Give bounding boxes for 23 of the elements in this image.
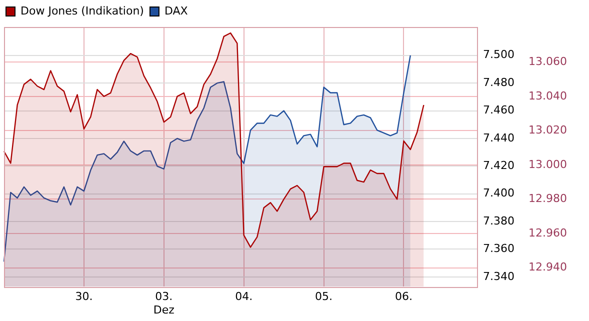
y-tick-label: 7.500	[483, 48, 515, 62]
y2-tick-label: 12.980	[528, 192, 568, 206]
y-tick-label: 7.400	[483, 186, 515, 200]
x-tick-label: 03. Dez	[153, 290, 175, 316]
x-tick-label: 06.	[394, 290, 412, 304]
y-tick-label: 7.480	[483, 76, 515, 89]
legend-label: Dow Jones (Indikation)	[20, 4, 144, 18]
y-tick-label: 7.360	[483, 242, 515, 256]
x-tick-label: 30.	[75, 290, 93, 304]
y-tick-label: 7.460	[483, 104, 515, 117]
y2-tick-label: 12.960	[528, 226, 568, 240]
y2-tick-label: 12.940	[528, 260, 568, 274]
y2-tick-label: 13.000	[528, 158, 568, 171]
legend-label: DAX	[164, 4, 188, 18]
y-tick-label: 7.340	[483, 270, 515, 283]
y2-tick-label: 13.060	[528, 54, 568, 68]
y-tick-label: 7.420	[483, 159, 515, 172]
y2-tick-label: 13.040	[528, 89, 568, 102]
y-tick-label: 7.440	[483, 131, 515, 144]
y2-tick-label: 13.020	[528, 124, 568, 137]
x-tick-label: 05.	[315, 290, 333, 304]
y-tick-label: 7.380	[483, 214, 515, 228]
x-tick-label: 04.	[235, 290, 253, 304]
